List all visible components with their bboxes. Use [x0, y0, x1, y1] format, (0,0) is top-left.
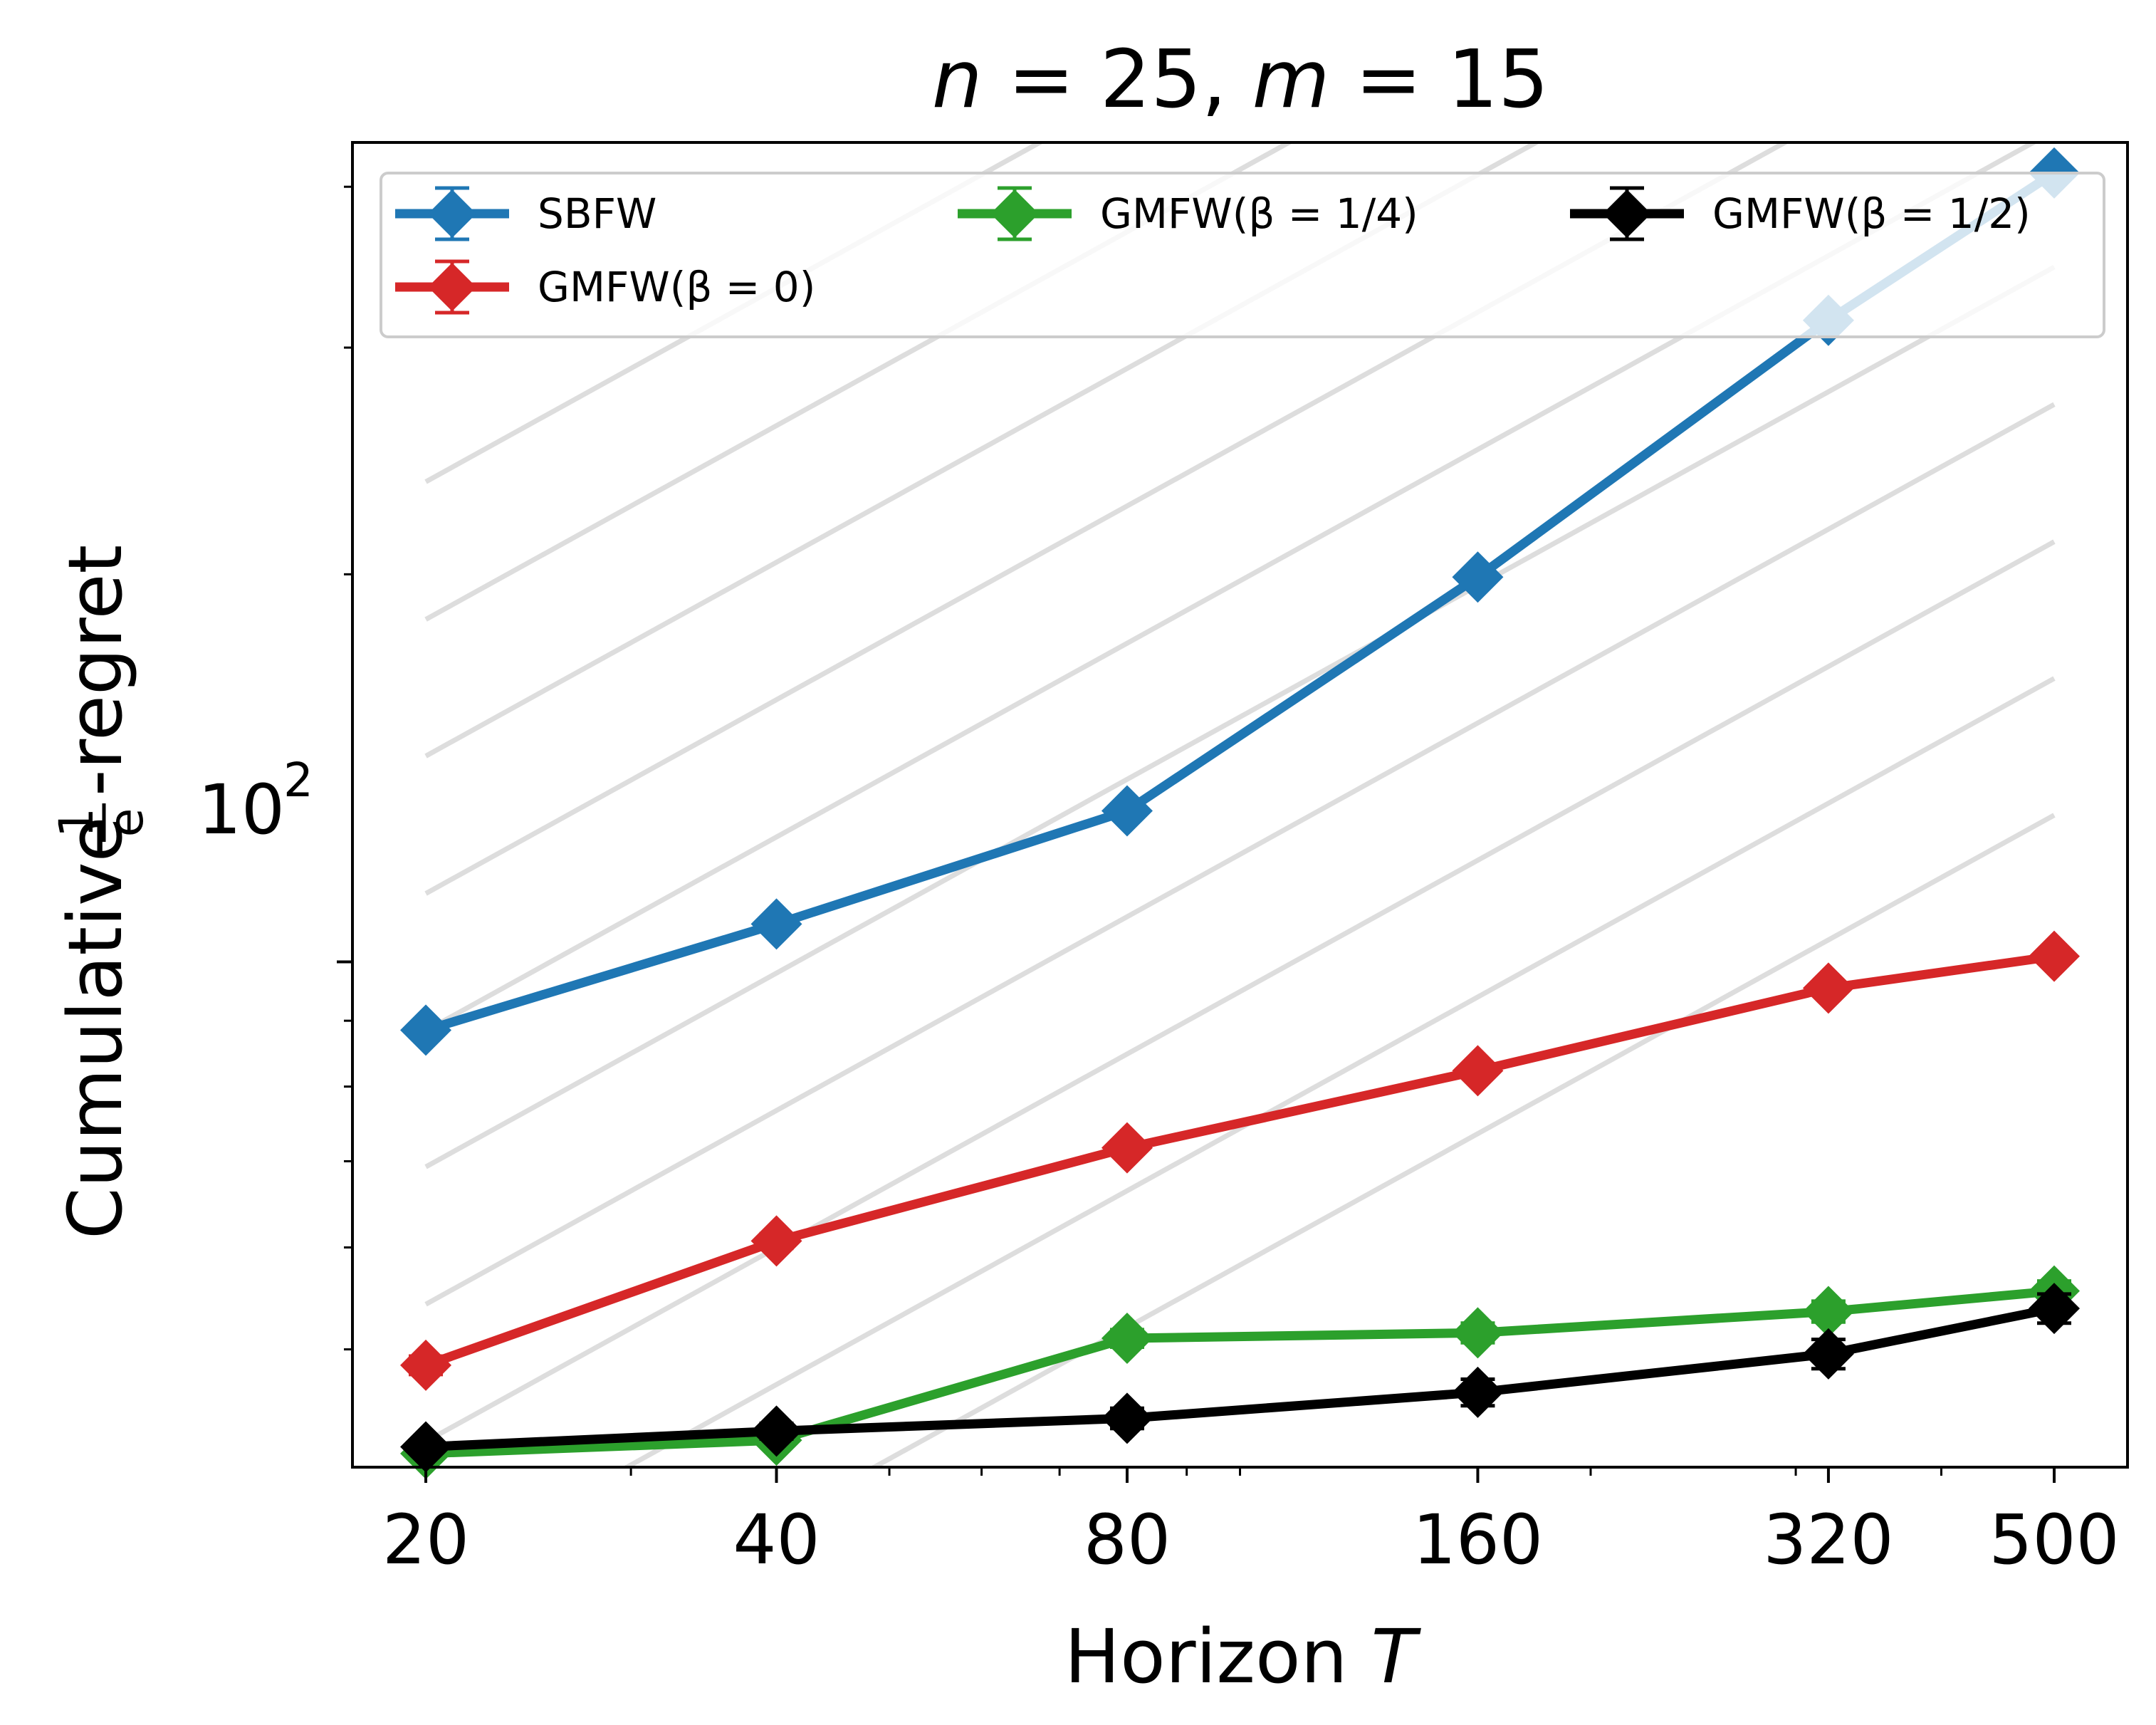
- legend-marker: [428, 263, 476, 311]
- svg-text:Cumulative: Cumulative: [52, 793, 139, 1239]
- legend-marker: [1603, 189, 1651, 238]
- data-point: [1452, 1366, 1504, 1418]
- x-tick-label: 20: [382, 1500, 469, 1580]
- svg-text:e: e: [99, 808, 154, 838]
- data-point: [1802, 962, 1854, 1014]
- data-point: [750, 898, 802, 950]
- legend-marker: [990, 189, 1039, 238]
- series-line: [425, 1303, 2056, 1452]
- x-tick-label: 80: [1084, 1500, 1171, 1580]
- data-point: [750, 1405, 802, 1457]
- series-line: [425, 1286, 2055, 1459]
- data-point: [1101, 1392, 1153, 1444]
- legend-label: GMFW(β = 1/2): [1712, 189, 2031, 238]
- legend-item: GMFW(β = 1/4): [958, 186, 1418, 241]
- svg-text:-regret: -regret: [52, 545, 139, 796]
- legend-label: GMFW(β = 0): [538, 263, 815, 311]
- data-point: [400, 1339, 452, 1391]
- legend-item: GMFW(β = 0): [395, 259, 815, 315]
- svg-text:1: 1: [49, 808, 104, 838]
- series-3: [400, 1283, 2081, 1473]
- data-point: [1452, 1307, 1504, 1359]
- legend-label: SBFW: [538, 189, 656, 238]
- x-tick-label: 320: [1763, 1500, 1893, 1580]
- reference-line: [424, 539, 2056, 1444]
- x-tick-label: 40: [733, 1500, 820, 1580]
- plot-frame: [351, 141, 2129, 1469]
- data-point: [1101, 1313, 1153, 1365]
- reference-line: [424, 142, 1294, 622]
- data-point: [1452, 1045, 1504, 1097]
- reference-line: [424, 402, 2056, 1307]
- legend-item: SBFW: [395, 186, 656, 241]
- data-point: [750, 1215, 802, 1267]
- legend-label: GMFW(β = 1/4): [1100, 189, 1418, 238]
- reference-line: [424, 142, 1791, 896]
- legend: SBFW GMFW(β = 0) GMFW(β = 1/4) GMFW(β = 1/2…: [380, 172, 2105, 338]
- data-point: [400, 1421, 452, 1473]
- y-axis: [337, 185, 352, 1351]
- y-axis-label: Cumulative 1 e -regret: [49, 545, 154, 1239]
- legend-item: GMFW(β = 1/2): [1570, 186, 2031, 241]
- x-axis-label: Horizon T: [1064, 1613, 1422, 1700]
- data-point: [1101, 1122, 1153, 1174]
- data-point: [1802, 1328, 1854, 1380]
- x-tick-label: 160: [1413, 1500, 1543, 1580]
- x-axis: 20 40 80 160 320 500: [382, 1467, 2120, 1580]
- legend-marker: [428, 189, 476, 238]
- chart-title: n = 25, m = 15: [932, 33, 1549, 126]
- data-point: [1101, 785, 1153, 837]
- reference-line: [622, 676, 2056, 1467]
- y-tick-label: 10: [198, 770, 285, 850]
- series-layer: [400, 147, 2081, 1479]
- series-1: [400, 930, 2081, 1391]
- data-point: [1452, 551, 1504, 603]
- reference-line: [869, 813, 2056, 1467]
- data-point: [400, 1004, 452, 1056]
- reference-line: [424, 264, 2056, 1169]
- data-point: [2029, 930, 2081, 982]
- series-line: [424, 952, 2055, 1370]
- y-tick-label-exponent: 2: [283, 753, 313, 808]
- x-tick-label: 500: [1989, 1500, 2119, 1580]
- data-point: [2029, 1283, 2081, 1335]
- data-point: [1802, 1286, 1854, 1338]
